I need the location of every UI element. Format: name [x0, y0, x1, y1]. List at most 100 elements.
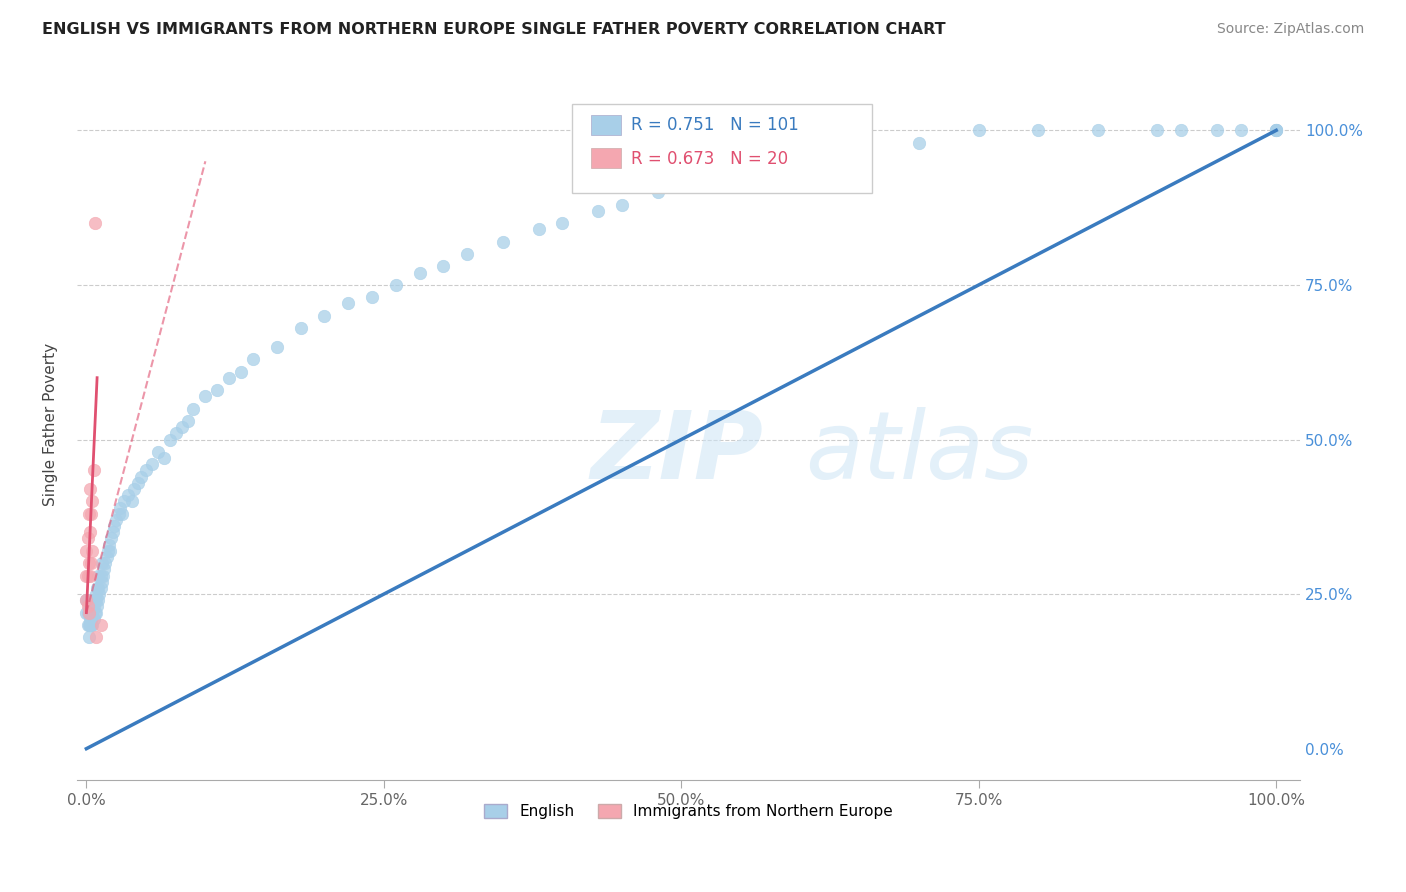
Point [84, 587, 107, 601]
Point [75, 544, 97, 558]
Point [1026, 123, 1049, 137]
Point [1087, 123, 1109, 137]
Point [83, 463, 105, 477]
Point [79, 482, 101, 496]
Point [242, 352, 264, 367]
Point [551, 216, 574, 230]
Point [671, 179, 693, 194]
Point [159, 433, 181, 447]
Point [1205, 123, 1227, 137]
Point [83, 606, 105, 620]
Point [1170, 123, 1192, 137]
Point [146, 445, 169, 459]
Point [586, 203, 609, 218]
Point [170, 420, 193, 434]
Point [83, 593, 105, 607]
Point [75, 606, 97, 620]
Legend: English, Immigrants from Northern Europe: English, Immigrants from Northern Europe [478, 798, 898, 825]
Text: ENGLISH VS IMMIGRANTS FROM NORTHERN EUROPE SINGLE FATHER POVERTY CORRELATION CHA: ENGLISH VS IMMIGRANTS FROM NORTHERN EURO… [42, 22, 946, 37]
Point [90, 581, 112, 595]
Point [789, 154, 811, 169]
Point [610, 197, 633, 211]
Point [266, 340, 288, 354]
Point [492, 235, 515, 249]
Point [93, 562, 115, 576]
Point [89, 587, 111, 601]
Point [96, 549, 118, 564]
Point [83, 216, 105, 230]
Point [83, 599, 105, 614]
Point [129, 469, 152, 483]
Point [121, 494, 143, 508]
Point [77, 618, 100, 632]
Point [77, 556, 100, 570]
Point [849, 142, 872, 156]
Point [76, 593, 98, 607]
Point [87, 581, 110, 595]
Point [122, 482, 145, 496]
Point [1265, 123, 1288, 137]
Point [84, 606, 107, 620]
Point [77, 606, 100, 620]
Point [87, 593, 110, 607]
Point [111, 507, 134, 521]
Text: ZIP: ZIP [591, 407, 763, 499]
Point [77, 606, 100, 620]
Point [75, 593, 97, 607]
Point [98, 538, 121, 552]
Point [432, 260, 454, 274]
Point [908, 136, 931, 150]
Point [97, 544, 120, 558]
Point [86, 599, 108, 614]
Point [79, 606, 101, 620]
Point [1229, 123, 1251, 137]
Point [76, 568, 98, 582]
Point [1265, 123, 1288, 137]
Point [90, 618, 112, 632]
Text: R = 0.751   N = 101: R = 0.751 N = 101 [631, 117, 799, 135]
Point [87, 568, 110, 582]
Point [80, 556, 103, 570]
Point [337, 296, 360, 310]
Point [967, 123, 990, 137]
Point [361, 290, 384, 304]
Point [105, 513, 128, 527]
Point [384, 277, 406, 292]
Point [194, 389, 217, 403]
Point [80, 618, 103, 632]
Point [98, 544, 121, 558]
Point [76, 599, 98, 614]
Point [101, 525, 124, 540]
Point [152, 451, 174, 466]
Point [90, 574, 112, 589]
Point [114, 494, 136, 508]
Point [314, 309, 336, 323]
Text: Source: ZipAtlas.com: Source: ZipAtlas.com [1216, 22, 1364, 37]
Point [80, 612, 103, 626]
Point [100, 532, 122, 546]
Point [456, 247, 478, 261]
Point [79, 612, 101, 626]
Point [108, 500, 131, 515]
Point [107, 507, 129, 521]
Point [77, 507, 100, 521]
Point [135, 463, 157, 477]
Point [229, 364, 252, 378]
Point [183, 401, 205, 416]
FancyBboxPatch shape [591, 115, 621, 135]
Point [647, 185, 669, 199]
Point [1265, 123, 1288, 137]
Point [408, 266, 430, 280]
Point [176, 414, 198, 428]
Point [76, 606, 98, 620]
Point [94, 556, 117, 570]
Point [86, 581, 108, 595]
Point [79, 618, 101, 632]
Point [141, 457, 163, 471]
Point [76, 532, 98, 546]
Point [80, 599, 103, 614]
Point [79, 599, 101, 614]
Point [82, 606, 104, 620]
FancyBboxPatch shape [572, 104, 872, 193]
Point [1146, 123, 1168, 137]
